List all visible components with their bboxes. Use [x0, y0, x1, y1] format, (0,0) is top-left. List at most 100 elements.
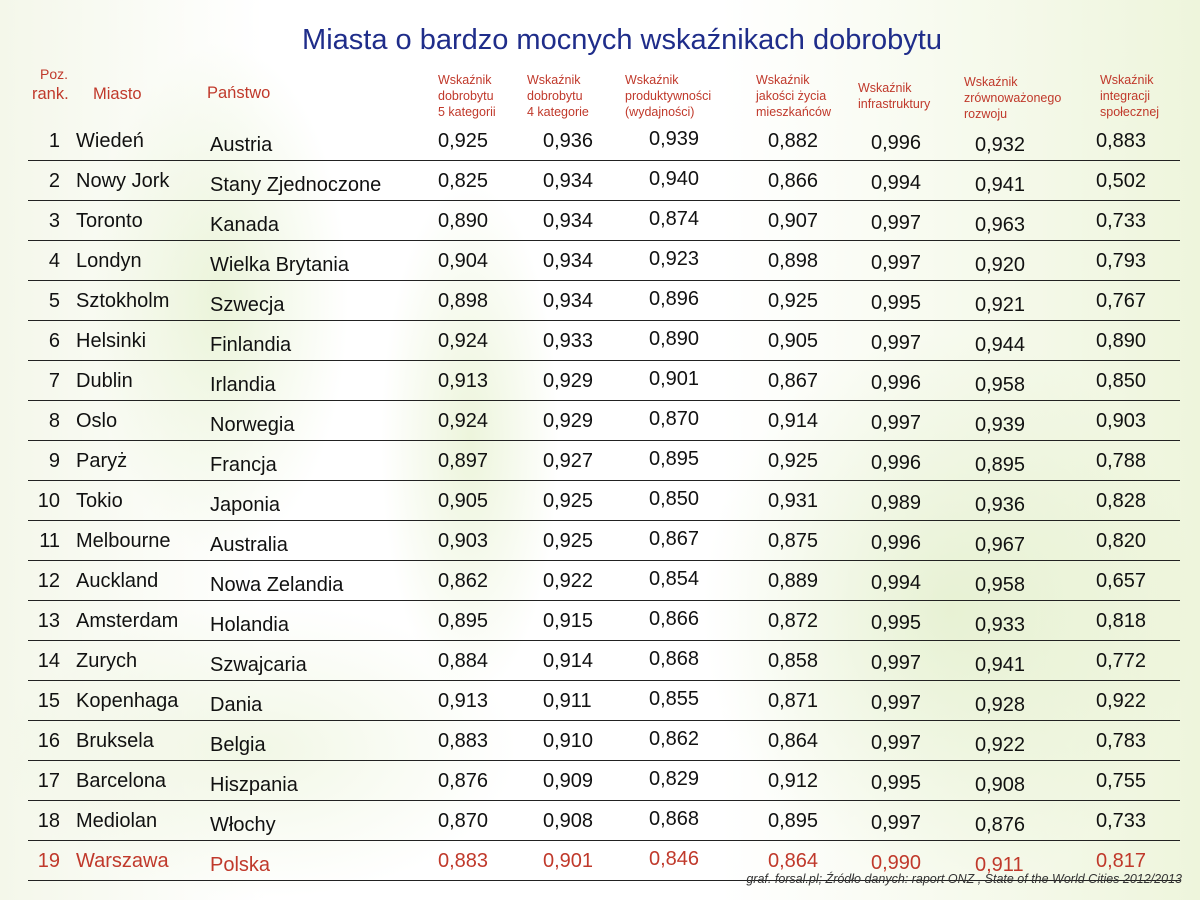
indicator-value-cell: 0,890	[438, 210, 489, 232]
indicator-value-cell: 0,870	[438, 810, 489, 832]
indicator-value-cell: 0,941	[975, 174, 1026, 196]
rank-cell: 19	[37, 850, 60, 872]
country-cell: Kanada	[210, 214, 279, 236]
header-indicator-line: 5 kategorii	[438, 105, 496, 119]
indicator-value-cell: 0,883	[438, 850, 489, 872]
country-cell: Stany Zjednoczone	[210, 174, 382, 196]
indicator-value-cell: 0,657	[1096, 570, 1147, 592]
header-indicator-3: Wskaźnik produktywności (wydajności)	[625, 72, 711, 120]
indicator-value-cell: 0,866	[649, 608, 700, 630]
indicator-value-cell: 0,920	[975, 254, 1026, 276]
header-rank-line1: Poz.	[40, 66, 69, 82]
table-row: 3 Toronto Kanada 0,890 0,934 0,874 0,907 0,997 0…	[28, 201, 1180, 241]
rank-cell: 11	[39, 530, 60, 552]
indicator-value-cell: 0,889	[768, 570, 819, 592]
indicator-value-cell: 0,995	[871, 612, 922, 634]
indicator-value-cell: 0,927	[543, 450, 594, 472]
header-indicator-line: infrastruktury	[858, 97, 931, 111]
indicator-value-cell: 0,901	[649, 368, 700, 390]
indicator-value-cell: 0,818	[1096, 610, 1147, 632]
header-indicator-line: Wskaźnik	[625, 73, 679, 87]
indicator-value-cell: 0,868	[649, 648, 700, 670]
indicator-value-cell: 0,925	[543, 530, 594, 552]
header-indicator-line: mieszkańców	[756, 105, 832, 119]
header-rank: Poz.	[40, 66, 68, 82]
indicator-value-cell: 0,996	[871, 452, 922, 474]
indicator-value-cell: 0,907	[768, 210, 819, 232]
header-indicator-line: rozwoju	[964, 107, 1008, 121]
indicator-value-cell: 0,876	[438, 770, 489, 792]
table-row: 14 Zurych Szwajcaria 0,884 0,914 0,868 0,858 0,…	[28, 641, 1180, 681]
indicator-value-cell: 0,897	[438, 450, 489, 472]
indicator-value-cell: 0,995	[871, 292, 922, 314]
rank-cell: 10	[37, 490, 60, 512]
indicator-value-cell: 0,929	[543, 410, 594, 432]
indicator-value-cell: 0,922	[975, 734, 1026, 756]
header-indicator-line: Wskaźnik	[964, 75, 1018, 89]
city-cell: Paryż	[76, 450, 128, 472]
header-indicator-line: 4 kategorie	[527, 105, 589, 119]
rank-cell: 9	[48, 450, 60, 472]
country-cell: Hiszpania	[210, 774, 298, 796]
indicator-value-cell: 0,828	[1096, 490, 1147, 512]
indicator-value-cell: 0,925	[768, 450, 819, 472]
indicator-value-cell: 0,958	[975, 574, 1026, 596]
indicator-value-cell: 0,922	[1096, 690, 1147, 712]
indicator-value-cell: 0,911	[543, 690, 592, 712]
indicator-value-cell: 0,929	[543, 370, 594, 392]
indicator-value-cell: 0,914	[543, 650, 594, 672]
indicator-value-cell: 0,862	[438, 570, 489, 592]
indicator-value-cell: 0,898	[768, 250, 819, 272]
country-cell: Finlandia	[210, 334, 292, 356]
indicator-value-cell: 0,924	[438, 330, 489, 352]
table-row: 10 Tokio Japonia 0,905 0,925 0,850 0,931 0,989 0…	[28, 481, 1180, 521]
indicator-value-cell: 0,820	[1096, 530, 1147, 552]
indicator-value-cell: 0,733	[1096, 210, 1147, 232]
indicator-value-cell: 0,895	[438, 610, 489, 632]
city-cell: Kopenhaga	[76, 690, 179, 712]
indicator-value-cell: 0,904	[438, 250, 489, 272]
indicator-value-cell: 0,997	[871, 692, 922, 714]
indicator-value-cell: 0,866	[768, 170, 819, 192]
city-cell: Mediolan	[76, 810, 158, 832]
indicator-value-cell: 0,895	[649, 448, 700, 470]
indicator-value-cell: 0,925	[543, 490, 594, 512]
header-indicator-line: jakości życia	[756, 89, 827, 103]
rank-cell: 2	[48, 170, 60, 192]
rank-cell: 7	[48, 370, 60, 392]
indicator-value-cell: 0,864	[768, 730, 819, 752]
header-indicator-line: dobrobytu	[527, 89, 583, 103]
indicator-value-cell: 0,944	[975, 334, 1026, 356]
indicator-value-cell: 0,502	[1096, 170, 1147, 192]
city-cell: Nowy Jork	[76, 170, 170, 192]
city-cell: Zurych	[76, 650, 138, 672]
indicator-value-cell: 0,733	[1096, 810, 1147, 832]
indicator-value-cell: 0,854	[649, 568, 700, 590]
indicator-value-cell: 0,940	[649, 168, 700, 190]
header-indicator-line: Wskaźnik	[527, 73, 581, 87]
indicator-value-cell: 0,864	[768, 850, 819, 872]
indicator-value-cell: 0,883	[1096, 130, 1147, 152]
indicator-value-cell: 0,870	[649, 408, 700, 430]
indicator-value-cell: 0,913	[438, 690, 489, 712]
indicator-value-cell: 0,925	[768, 290, 819, 312]
indicator-value-cell: 0,934	[543, 170, 594, 192]
table-row: 19 Warszawa Polska 0,883 0,901 0,846 0,864 0,99…	[28, 841, 1180, 881]
country-cell: Polska	[210, 854, 271, 876]
header-rank-line2: rank.	[32, 85, 69, 103]
indicator-value-cell: 0,995	[871, 772, 922, 794]
indicator-value-cell: 0,890	[1096, 330, 1147, 352]
header-indicator-5: Wskaźnik infrastruktury	[858, 80, 930, 112]
city-cell: Tokio	[76, 490, 123, 512]
indicator-value-cell: 0,934	[543, 290, 594, 312]
indicator-value-cell: 0,997	[871, 412, 922, 434]
indicator-value-cell: 0,928	[975, 694, 1026, 716]
rank-cell: 8	[48, 410, 60, 432]
indicator-value-cell: 0,994	[871, 172, 922, 194]
indicator-value-cell: 0,990	[871, 852, 922, 874]
table-row: 11 Melbourne Australia 0,903 0,925 0,867 0,875…	[28, 521, 1180, 561]
indicator-value-cell: 0,936	[543, 130, 594, 152]
rank-cell: 14	[37, 650, 60, 672]
city-cell: Warszawa	[76, 850, 169, 872]
indicator-value-cell: 0,850	[649, 488, 700, 510]
